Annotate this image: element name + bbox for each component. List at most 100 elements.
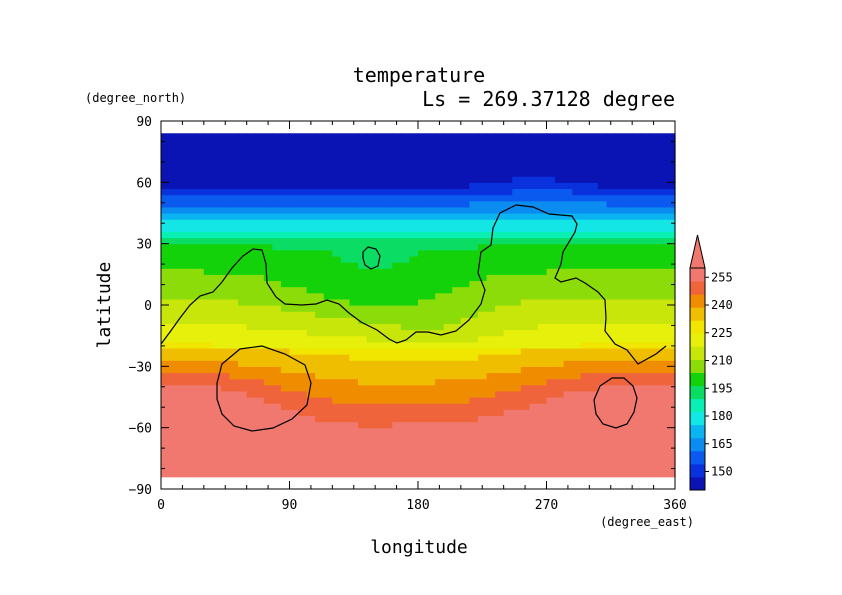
field-cell	[298, 274, 308, 282]
field-cell	[469, 421, 479, 429]
field-cell	[512, 305, 522, 312]
field-cell	[572, 397, 582, 404]
field-cell	[529, 243, 539, 251]
field-cell	[657, 305, 668, 312]
colorbar-swatch	[690, 372, 705, 387]
field-cell	[640, 231, 650, 239]
field-cell	[606, 237, 616, 245]
field-cell	[606, 188, 616, 196]
field-cell	[503, 446, 513, 453]
field-cell	[340, 439, 351, 447]
field-cell	[298, 446, 308, 453]
field-cell	[460, 397, 470, 404]
field-cell	[477, 323, 488, 331]
field-cell	[435, 182, 445, 190]
field-cell	[589, 354, 599, 361]
field-cell	[546, 268, 556, 275]
field-cell	[323, 433, 333, 441]
field-cell	[289, 231, 299, 239]
field-cell	[409, 139, 419, 147]
field-cell	[306, 335, 316, 343]
field-cell	[392, 378, 402, 386]
field-cell	[435, 176, 445, 183]
field-cell	[615, 200, 625, 208]
field-cell	[520, 255, 530, 263]
field-cell	[529, 323, 539, 331]
field-cell	[477, 378, 488, 386]
field-cell	[212, 317, 222, 324]
field-cell	[495, 452, 505, 459]
field-cell	[169, 427, 179, 435]
field-cell	[161, 213, 171, 220]
field-cell	[503, 421, 513, 429]
field-cell	[589, 225, 599, 232]
field-cell	[623, 452, 633, 459]
field-cell	[383, 225, 393, 232]
field-cell	[469, 176, 479, 183]
field-cell	[435, 231, 445, 239]
field-cell	[392, 237, 402, 245]
field-cell	[520, 372, 530, 380]
field-cell	[563, 439, 573, 447]
field-cell	[306, 433, 316, 441]
field-cell	[632, 280, 642, 288]
field-cell	[298, 366, 308, 374]
field-cell	[477, 188, 488, 196]
field-cell	[212, 311, 222, 318]
field-cell	[212, 354, 222, 361]
field-cell	[409, 249, 419, 257]
field-cell	[332, 415, 342, 423]
field-cell	[289, 446, 299, 453]
field-cell	[615, 133, 625, 140]
field-cell	[358, 403, 368, 410]
field-cell	[366, 446, 376, 453]
field-cell	[220, 145, 231, 153]
field-cell	[332, 372, 342, 380]
field-cell	[315, 139, 325, 147]
field-cell	[563, 274, 573, 282]
field-cell	[666, 151, 676, 159]
field-cell	[238, 470, 248, 478]
field-cell	[606, 433, 616, 441]
field-cell	[666, 452, 676, 459]
field-cell	[623, 298, 633, 306]
field-cell	[409, 262, 419, 269]
field-cell	[597, 415, 608, 423]
field-cell	[443, 372, 453, 380]
field-cell	[649, 452, 659, 459]
field-cell	[383, 341, 393, 349]
field-cell	[349, 255, 359, 263]
field-cell	[657, 274, 668, 282]
field-cell	[306, 384, 316, 392]
field-cell	[161, 231, 171, 239]
field-cell	[212, 372, 222, 380]
field-cell	[477, 409, 488, 416]
field-cell	[640, 329, 650, 337]
field-cell	[366, 311, 376, 318]
field-cell	[383, 427, 393, 435]
field-cell	[563, 390, 573, 398]
field-cell	[443, 305, 453, 312]
field-cell	[400, 268, 411, 275]
field-cell	[220, 298, 231, 306]
field-cell	[606, 176, 616, 183]
field-cell	[529, 151, 539, 159]
field-cell	[666, 335, 676, 343]
field-cell	[486, 182, 496, 190]
field-cell	[520, 225, 530, 232]
field-cell	[649, 409, 659, 416]
field-cell	[169, 347, 179, 355]
field-cell	[469, 274, 479, 282]
field-cell	[597, 341, 608, 349]
field-cell	[606, 439, 616, 447]
field-cell	[460, 280, 470, 288]
field-cell	[238, 262, 248, 269]
field-cell	[238, 231, 248, 239]
field-cell	[580, 384, 590, 392]
field-cell	[315, 403, 325, 410]
field-cell	[563, 341, 573, 349]
field-cell	[469, 384, 479, 392]
field-cell	[400, 182, 411, 190]
field-cell	[615, 145, 625, 153]
field-cell	[289, 225, 299, 232]
